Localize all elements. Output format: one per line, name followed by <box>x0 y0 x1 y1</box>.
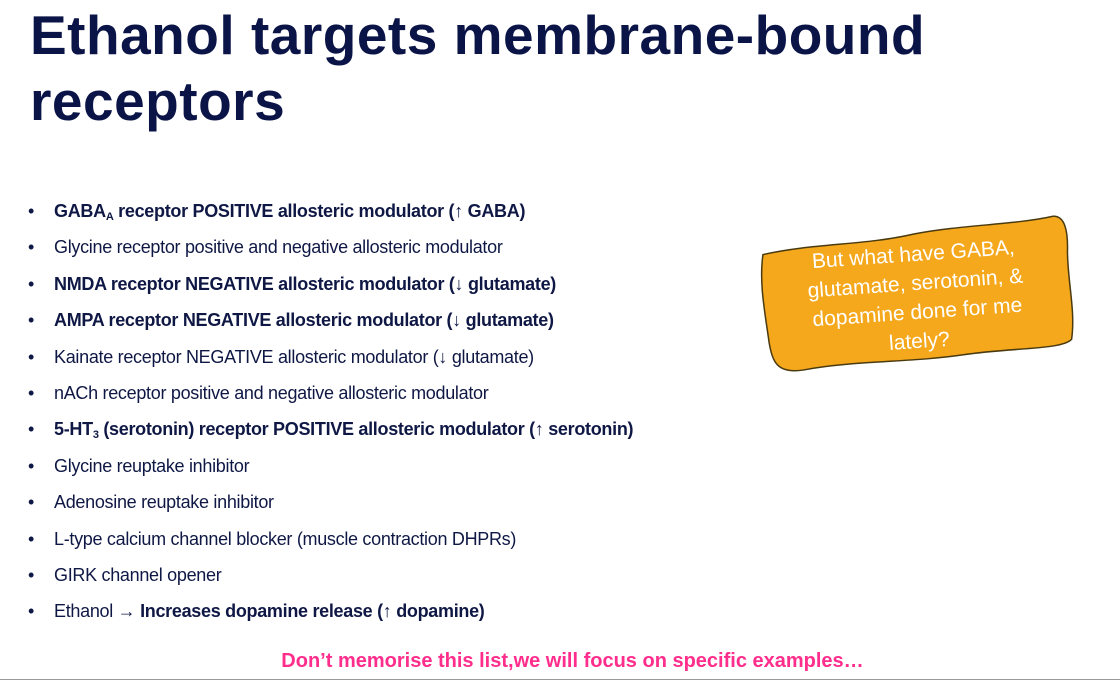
bullet-text: Glycine reuptake inhibitor <box>54 451 250 487</box>
bullet-dot: • <box>28 455 35 476</box>
bullet-dot: • <box>28 419 35 440</box>
text-segment: Adenosine reuptake inhibitor <box>54 492 274 513</box>
bullet-dot: • <box>28 601 35 622</box>
bullet-text: Kainate receptor NEGATIVE allosteric mod… <box>54 342 534 378</box>
text-segment: Ethanol → <box>54 601 141 622</box>
callout-shape <box>760 215 1074 372</box>
bullet-item: • Ethanol → Increases dopamine release (↑… <box>28 596 633 632</box>
callout-text: But what have GABA, glutamate, serotonin… <box>806 236 1024 355</box>
bottom-divider <box>0 679 1120 680</box>
subscript: 3 <box>92 429 99 442</box>
bullet-dot: • <box>28 564 35 585</box>
text-segment: nACh receptor positive and negative allo… <box>54 382 489 403</box>
bullet-text: L-type calcium channel blocker (muscle c… <box>54 524 516 560</box>
text-segment: Increases dopamine release (↑ dopamine) <box>140 601 485 622</box>
text-segment: GABA <box>54 201 106 221</box>
text-segment: GIRK channel opener <box>54 564 222 585</box>
slide-title: Ethanol targets membrane-bound receptors <box>30 4 926 132</box>
bullet-dot: • <box>28 310 35 331</box>
bullet-item: • Glycine receptor positive and negative … <box>28 232 633 268</box>
bullet-text: nACh receptor positive and negative allo… <box>54 378 489 414</box>
bullet-dot: • <box>28 273 35 294</box>
bullet-item: • Adenosine reuptake inhibitor <box>28 487 633 523</box>
bullet-item: • AMPA receptor NEGATIVE allosteric modul… <box>28 305 633 341</box>
bullet-text: Adenosine reuptake inhibitor <box>54 487 274 523</box>
bullet-dot: • <box>28 528 35 549</box>
bullet-list: • GABAA receptor POSITIVE allosteric modu… <box>28 196 634 633</box>
bullet-item: • GABAA receptor POSITIVE allosteric modu… <box>28 196 633 232</box>
callout-bubble: But what have GABA, glutamate, serotonin… <box>753 211 1078 375</box>
text-segment: (serotonin) receptor POSITIVE allosteric… <box>98 419 634 440</box>
text-segment: 5-HT <box>54 419 93 440</box>
bullet-text: NMDA receptor NEGATIVE allosteric modula… <box>54 269 556 305</box>
bullet-dot: • <box>28 382 35 403</box>
bullet-item: • NMDA receptor NEGATIVE allosteric modul… <box>28 269 633 305</box>
footer-note: Don’t memorise this list,we will focus o… <box>281 650 864 672</box>
bullet-dot: • <box>28 346 35 367</box>
bullet-dot: • <box>28 201 35 221</box>
bullet-dot: • <box>28 492 35 513</box>
bullet-text: Glycine receptor positive and negative a… <box>54 232 503 268</box>
bullet-item: • Kainate receptor NEGATIVE allosteric mo… <box>28 342 633 378</box>
bullet-item: • Glycine reuptake inhibitor <box>28 451 633 487</box>
bullet-item: • GIRK channel opener <box>28 560 633 596</box>
text-segment: AMPA receptor NEGATIVE allosteric modula… <box>54 310 554 331</box>
text-segment: receptor POSITIVE allosteric modulator (… <box>113 201 526 221</box>
bullet-dot: • <box>28 237 35 258</box>
bullet-text: GABAA receptor POSITIVE allosteric modul… <box>54 196 525 232</box>
bullet-item: • L-type calcium channel blocker (muscle … <box>28 524 633 560</box>
bullet-text: Ethanol → Increases dopamine release (↑ … <box>54 596 485 632</box>
text-segment: Glycine receptor positive and negative a… <box>54 237 503 258</box>
bullet-text: AMPA receptor NEGATIVE allosteric modula… <box>54 305 554 341</box>
text-segment: L-type calcium channel blocker (muscle c… <box>54 528 517 549</box>
text-segment: Glycine reuptake inhibitor <box>54 455 250 476</box>
text-segment: NMDA receptor NEGATIVE allosteric modula… <box>54 273 556 294</box>
bullet-text: 5-HT3 (serotonin) receptor POSITIVE allo… <box>54 414 634 450</box>
bullet-item: • nACh receptor positive and negative all… <box>28 378 633 414</box>
bullet-item: • 5-HT3 (serotonin) receptor POSITIVE all… <box>28 414 634 450</box>
bullet-text: GIRK channel opener <box>54 560 222 596</box>
subscript: A <box>105 211 114 223</box>
text-segment: Kainate receptor NEGATIVE allosteric mod… <box>54 346 534 367</box>
